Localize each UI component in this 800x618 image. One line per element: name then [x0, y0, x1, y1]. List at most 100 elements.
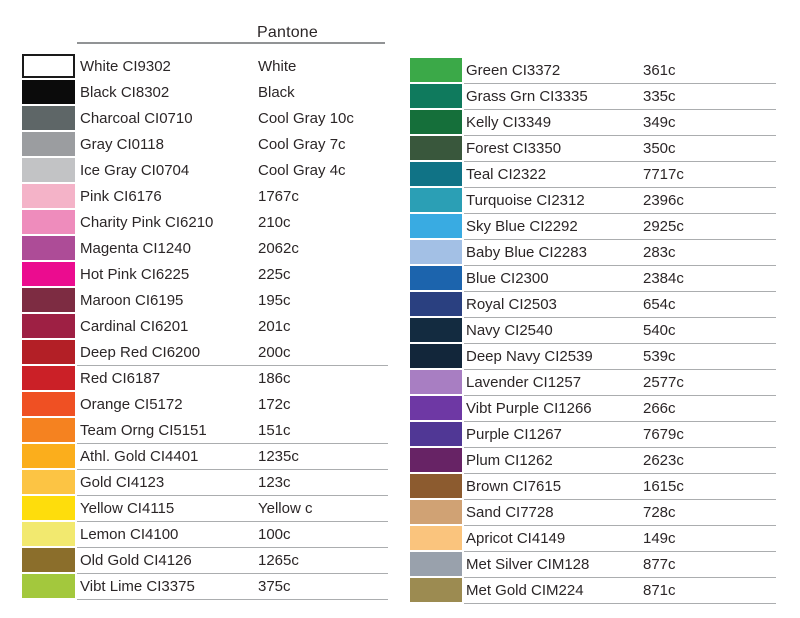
pantone-code: 2577c	[643, 374, 684, 391]
row-divider	[464, 395, 776, 396]
color-swatch	[22, 392, 75, 416]
color-name-label: Team Orng CI5151	[80, 422, 207, 439]
pantone-code: 7679c	[643, 426, 684, 443]
pantone-column-header: Pantone	[257, 24, 319, 41]
color-name-label: Met Gold CIM224	[466, 582, 584, 599]
color-row: Plum CI1262 2623c	[410, 448, 780, 474]
color-row: Hot Pink CI6225 225c	[22, 262, 392, 288]
color-swatch	[410, 552, 462, 576]
pantone-code: 1265c	[258, 552, 299, 569]
color-name-label: Red CI6187	[80, 370, 161, 387]
color-name-label: Purple CI1267	[466, 426, 562, 443]
pantone-code: 195c	[258, 292, 291, 309]
left-color-column: White CI9302 White Black CI8302 Black Ch…	[22, 54, 392, 600]
color-row: Athl. Gold CI4401 1235c	[22, 444, 392, 470]
color-row: Lavender CI1257 2577c	[410, 370, 780, 396]
color-row: Team Orng CI5151 151c	[22, 418, 392, 444]
pantone-code: Cool Gray 4c	[258, 162, 346, 179]
color-swatch	[410, 474, 462, 498]
row-divider	[77, 495, 388, 496]
row-divider	[464, 473, 776, 474]
pantone-code: 266c	[643, 400, 676, 417]
row-divider	[464, 317, 776, 318]
color-row: Sand CI7728 728c	[410, 500, 780, 526]
color-row: Royal CI2503 654c	[410, 292, 780, 318]
pantone-code: 1767c	[258, 188, 299, 205]
color-name-label: Lemon CI4100	[80, 526, 179, 543]
color-row: Old Gold CI4126 1265c	[22, 548, 392, 574]
pantone-code: 654c	[643, 296, 676, 313]
pantone-code: 123c	[258, 474, 291, 491]
color-row: Turquoise CI2312 2396c	[410, 188, 780, 214]
color-swatch	[22, 496, 75, 520]
pantone-code: 2396c	[643, 192, 684, 209]
color-row: Yellow CI4115 Yellow c	[22, 496, 392, 522]
color-row: Grass Grn CI3335 335c	[410, 84, 780, 110]
color-swatch	[22, 470, 75, 494]
color-swatch	[22, 132, 75, 156]
pantone-code: 871c	[643, 582, 676, 599]
color-row: Orange CI5172 172c	[22, 392, 392, 418]
row-divider	[77, 469, 388, 470]
color-name-label: Deep Navy CI2539	[466, 348, 593, 365]
color-swatch	[22, 158, 75, 182]
color-row: Pink CI6176 1767c	[22, 184, 392, 210]
row-divider	[464, 447, 776, 448]
color-name-label: Brown CI7615	[466, 478, 562, 495]
color-swatch	[410, 422, 462, 446]
color-row: Black CI8302 Black	[22, 80, 392, 106]
color-row: Lemon CI4100 100c	[22, 522, 392, 548]
pantone-code: 200c	[258, 344, 291, 361]
color-swatch	[22, 340, 75, 364]
row-divider	[77, 365, 388, 366]
color-name-label: Orange CI5172	[80, 396, 183, 413]
pantone-code: 2384c	[643, 270, 684, 287]
color-name-label: Apricot CI4149	[466, 530, 566, 547]
row-divider	[77, 521, 388, 522]
color-swatch	[410, 162, 462, 186]
color-row: Brown CI7615 1615c	[410, 474, 780, 500]
color-name-label: Vibt Purple CI1266	[466, 400, 592, 417]
pantone-code: 225c	[258, 266, 291, 283]
color-row: Cardinal CI6201 201c	[22, 314, 392, 340]
color-swatch	[22, 54, 75, 78]
color-swatch	[22, 288, 75, 312]
color-swatch	[22, 314, 75, 338]
color-row: Apricot CI4149 149c	[410, 526, 780, 552]
color-swatch	[22, 418, 75, 442]
color-name-label: Yellow CI4115	[80, 500, 175, 517]
color-row: Met Gold CIM224 871c	[410, 578, 780, 604]
row-divider	[77, 547, 388, 548]
color-name-label: Royal CI2503	[466, 296, 557, 313]
color-name-label: Gold CI4123	[80, 474, 165, 491]
color-swatch	[410, 448, 462, 472]
row-divider	[77, 599, 388, 600]
color-name-label: Old Gold CI4126	[80, 552, 192, 569]
pantone-code: 172c	[258, 396, 291, 413]
color-swatch	[410, 266, 462, 290]
color-swatch	[22, 548, 75, 572]
color-swatch	[410, 526, 462, 550]
color-row: Gold CI4123 123c	[22, 470, 392, 496]
color-swatch	[22, 366, 75, 390]
row-divider	[464, 239, 776, 240]
pantone-code: 201c	[258, 318, 291, 335]
color-swatch	[410, 188, 462, 212]
color-row: Deep Navy CI2539 539c	[410, 344, 780, 370]
pantone-code: 2925c	[643, 218, 684, 235]
color-swatch	[410, 396, 462, 420]
color-swatch	[410, 370, 462, 394]
color-swatch	[410, 110, 462, 134]
pantone-code: Cool Gray 10c	[258, 110, 354, 127]
pantone-code: 1615c	[643, 478, 684, 495]
row-divider	[464, 161, 776, 162]
color-swatch	[22, 444, 75, 468]
color-name-label: Teal CI2322	[466, 166, 547, 183]
pantone-code: 210c	[258, 214, 291, 231]
right-color-column: Green CI3372 361c Grass Grn CI3335 335c …	[410, 58, 780, 604]
color-name-label: Athl. Gold CI4401	[80, 448, 199, 465]
pantone-code: 149c	[643, 530, 676, 547]
color-swatch	[410, 500, 462, 524]
row-divider	[464, 577, 776, 578]
pantone-code: 186c	[258, 370, 291, 387]
